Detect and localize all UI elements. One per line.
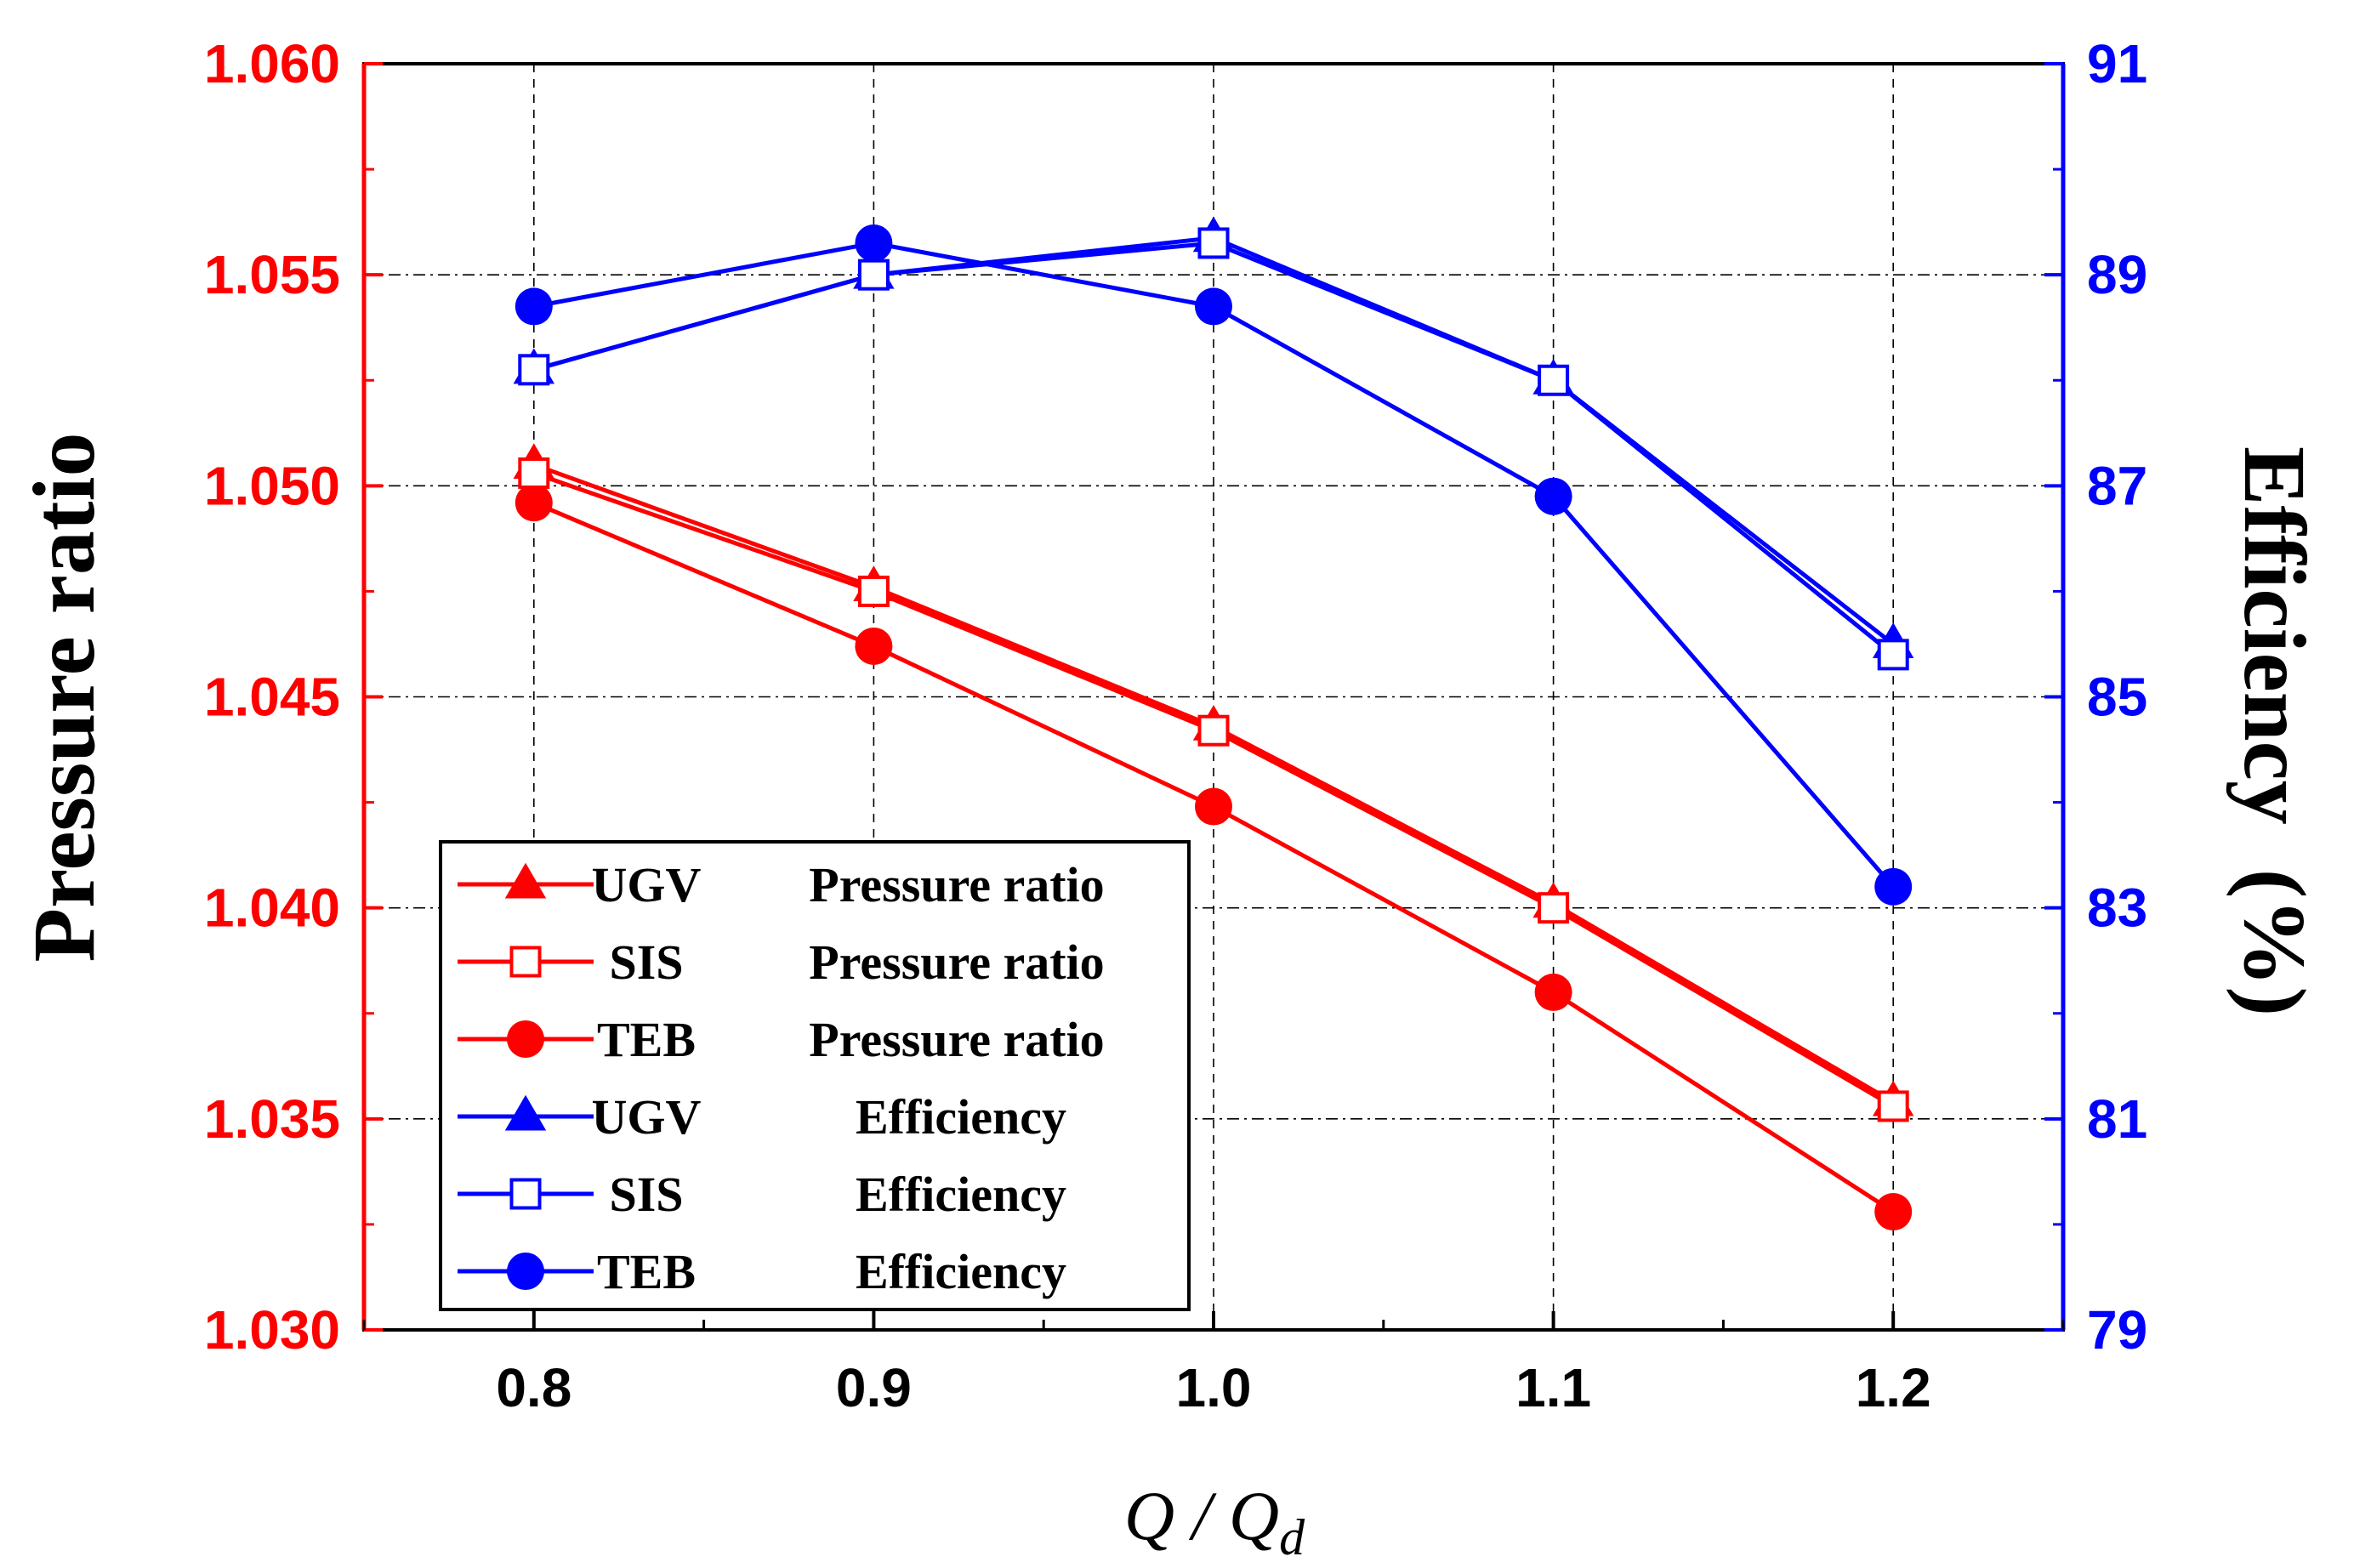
legend-marker	[504, 1094, 547, 1131]
data-point	[1874, 1193, 1913, 1231]
x-label-base: Q	[1229, 1477, 1279, 1554]
legend-entry: UGV Pressure ratio	[458, 857, 1105, 912]
data-point	[1538, 892, 1570, 924]
legend-marker	[509, 1178, 542, 1210]
data-point	[1538, 364, 1570, 396]
x-label-separator: /	[1174, 1477, 1229, 1554]
series-sis-pressure-ratio	[518, 457, 1909, 1122]
data-point	[1534, 973, 1572, 1011]
data-point	[515, 484, 553, 522]
legend-quantity: Pressure ratio	[809, 857, 1104, 912]
right-tick-label: 87	[2087, 455, 2147, 516]
data-point	[857, 258, 890, 291]
data-point	[1195, 287, 1232, 326]
legend-quantity: Efficiency	[856, 1089, 1066, 1145]
data-point	[1877, 1090, 1909, 1122]
x-tick-label: 1.0	[1176, 1357, 1252, 1418]
left-tick-label: 1.050	[204, 455, 340, 516]
legend-quantity: Efficiency	[856, 1244, 1066, 1299]
left-tick-label: 1.045	[204, 667, 340, 728]
right-tick-label: 91	[2087, 33, 2147, 94]
data-point	[1197, 227, 1230, 259]
legend-case: SIS	[609, 935, 683, 990]
x-tick-label: 1.1	[1515, 1357, 1591, 1418]
data-point	[1195, 787, 1232, 826]
data-point	[1877, 639, 1909, 671]
left-tick-label: 1.030	[204, 1299, 340, 1361]
data-point	[1197, 714, 1230, 747]
x-axis-label: Q / Qd	[1124, 1477, 1305, 1565]
data-point	[855, 627, 893, 665]
legend-case: SIS	[609, 1167, 683, 1222]
data-point	[857, 575, 890, 607]
right-tick-label: 89	[2087, 244, 2147, 305]
right-tick-labels: 79 81 83 85 87 89 91	[2087, 33, 2147, 1361]
legend-marker	[507, 1253, 544, 1290]
legend-marker	[507, 1020, 544, 1058]
data-point	[1874, 867, 1913, 906]
x-label-subscript: d	[1279, 1509, 1305, 1565]
legend-quantity: Pressure ratio	[809, 935, 1104, 990]
legend-case: UGV	[592, 1089, 702, 1145]
data-series	[513, 216, 1914, 1231]
legend-marker	[504, 862, 547, 899]
legend-quantity: Pressure ratio	[809, 1012, 1104, 1067]
left-tick-labels: 1.030 1.035 1.040 1.045 1.050 1.055 1.060	[204, 33, 340, 1361]
x-tick-labels: 0.8 0.9 1.0 1.1 1.2	[496, 1357, 1930, 1418]
left-axis-title: Pressure ratio	[15, 433, 113, 963]
legend-case: UGV	[592, 857, 702, 912]
legend-entry: UGV Efficiency	[458, 1089, 1066, 1145]
data-point	[855, 224, 893, 262]
data-point	[518, 354, 550, 386]
left-tick-label: 1.055	[204, 244, 340, 305]
data-point	[518, 457, 550, 489]
left-tick-label: 1.060	[204, 33, 340, 94]
series-teb-pressure-ratio	[515, 484, 1913, 1231]
axis-ticks	[362, 62, 2065, 1332]
legend-entry: TEB Pressure ratio	[458, 1012, 1105, 1067]
left-tick-label: 1.035	[204, 1088, 340, 1150]
x-tick-label: 1.2	[1856, 1357, 1931, 1418]
legend-case: TEB	[597, 1244, 696, 1299]
data-point	[1534, 477, 1572, 515]
left-tick-label: 1.040	[204, 878, 340, 939]
legend: UGV Pressure ratio SIS Pressure ratio TEB Pre…	[439, 840, 1191, 1311]
right-tick-label: 85	[2087, 667, 2147, 728]
legend-marker	[509, 946, 542, 978]
right-tick-label: 79	[2087, 1299, 2147, 1361]
data-point	[515, 287, 553, 326]
series-sis-efficiency	[518, 227, 1909, 671]
right-tick-label: 83	[2087, 878, 2147, 939]
legend-box	[439, 840, 1191, 1311]
legend-quantity: Efficiency	[856, 1167, 1066, 1222]
legend-entry: SIS Pressure ratio	[458, 935, 1105, 990]
right-tick-label: 81	[2087, 1088, 2147, 1150]
legend-entry: TEB Efficiency	[458, 1244, 1066, 1299]
legend-case: TEB	[597, 1012, 696, 1067]
x-tick-label: 0.9	[836, 1357, 912, 1418]
right-axis-title: Efficiency (%)	[2226, 446, 2323, 1016]
legend-entry: SIS Efficiency	[458, 1167, 1066, 1222]
x-label-main: Q	[1124, 1477, 1174, 1554]
series-teb-efficiency	[515, 224, 1913, 906]
x-tick-label: 0.8	[496, 1357, 571, 1418]
